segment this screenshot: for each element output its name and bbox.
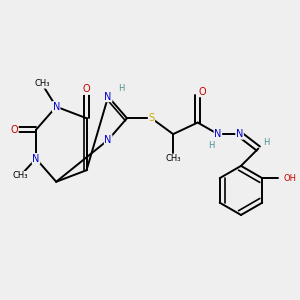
Text: O: O — [11, 125, 18, 135]
Text: N: N — [32, 154, 40, 164]
Text: O: O — [83, 84, 90, 94]
Text: N: N — [236, 129, 243, 139]
Text: CH₃: CH₃ — [34, 79, 50, 88]
Text: N: N — [104, 135, 112, 145]
Text: H: H — [208, 141, 215, 150]
Text: S: S — [148, 113, 154, 123]
Text: N: N — [214, 129, 222, 139]
Text: H: H — [118, 84, 124, 93]
Text: H: H — [263, 138, 270, 147]
Text: N: N — [104, 92, 112, 102]
Text: O: O — [198, 87, 206, 97]
Text: CH₃: CH₃ — [12, 172, 28, 181]
Text: OH: OH — [283, 174, 296, 183]
Text: CH₃: CH₃ — [165, 154, 181, 163]
Text: N: N — [52, 102, 60, 112]
